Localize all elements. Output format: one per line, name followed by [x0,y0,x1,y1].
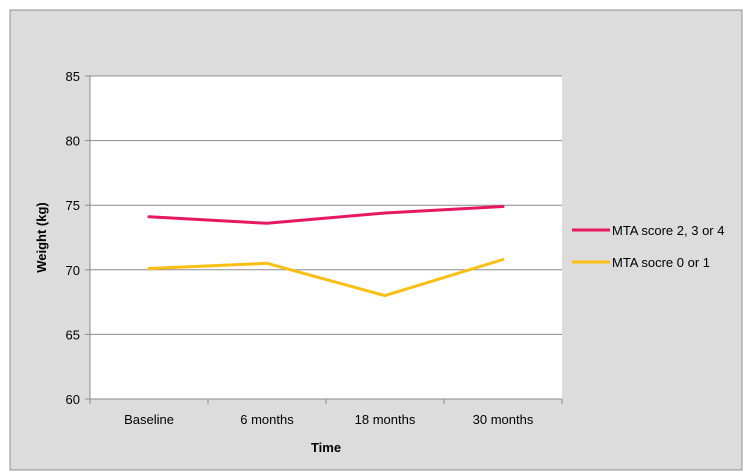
legend-label: MTA socre 0 or 1 [612,255,710,270]
x-tick-label: 30 months [473,412,534,427]
series-line-1 [147,205,505,225]
y-tick-label: 65 [66,327,80,342]
series-layer [147,205,505,298]
y-tick-label: 75 [66,198,80,213]
series-line-2 [147,258,505,298]
labels-layer: Time Weight (kg) [34,202,341,455]
chart-background-layer [9,9,743,471]
y-tick-label: 85 [66,69,80,84]
legend-label: MTA score 2, 3 or 4 [612,223,724,238]
y-tick-label: 80 [66,134,80,149]
y-axis-title: Weight (kg) [34,202,49,273]
y-tick-label: 60 [66,392,80,407]
x-tick-label: 6 months [240,412,294,427]
axes-layer: 60 65 70 75 80 85 Baseline 6 months 18 months 30 … [66,69,563,427]
gridlines-layer [90,75,562,335]
y-tick-label: 70 [66,263,80,278]
x-tick-label: Baseline [124,412,174,427]
x-tick-label: 18 months [355,412,416,427]
x-axis-title: Time [311,440,341,455]
plot-area-background [90,76,562,399]
legend: MTA score 2, 3 or 4 MTA socre 0 or 1 [572,223,724,270]
